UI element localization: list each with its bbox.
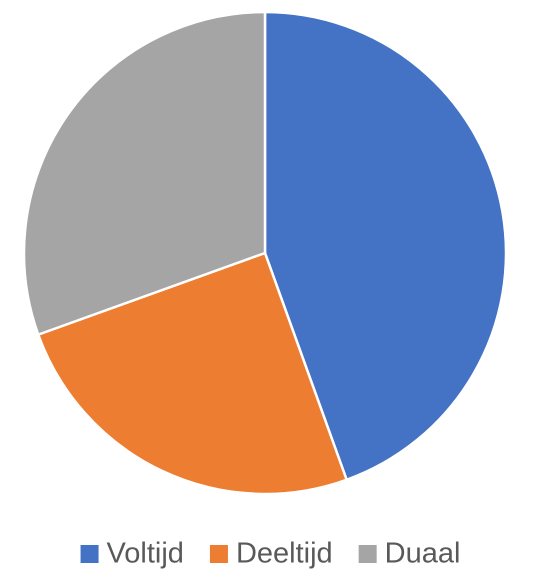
legend-label: Deeltijd <box>236 538 333 570</box>
legend-swatch <box>209 545 228 563</box>
pie-slice <box>22 10 267 336</box>
legend-label: Voltijd <box>107 538 184 570</box>
pie-slice <box>263 10 508 482</box>
legend: Voltijd Deeltijd Duaal <box>80 538 461 570</box>
legend-swatch <box>358 545 377 563</box>
pie <box>22 10 508 496</box>
legend-label: Duaal <box>385 538 461 570</box>
legend-swatch <box>80 545 99 563</box>
pie-slice <box>36 251 348 496</box>
